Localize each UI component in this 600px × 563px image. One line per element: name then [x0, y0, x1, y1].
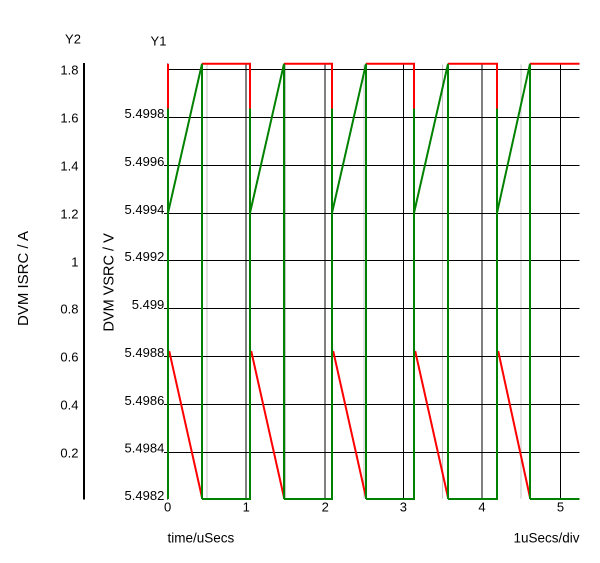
svg-text:5: 5 [557, 499, 564, 514]
svg-text:3: 3 [400, 499, 407, 514]
svg-text:5.4988: 5.4988 [125, 345, 165, 360]
svg-text:DVM ISRC / A: DVM ISRC / A [15, 231, 32, 326]
svg-text:2: 2 [322, 499, 329, 514]
svg-text:1uSecs/div: 1uSecs/div [513, 531, 579, 546]
svg-text:time/uSecs: time/uSecs [168, 531, 235, 546]
svg-text:5.4996: 5.4996 [125, 154, 165, 169]
svg-text:5.4986: 5.4986 [125, 393, 165, 408]
svg-text:0.2: 0.2 [60, 445, 78, 460]
svg-text:4: 4 [478, 499, 485, 514]
svg-text:0: 0 [164, 499, 171, 514]
svg-text:5.4992: 5.4992 [125, 249, 165, 264]
svg-text:5.499: 5.499 [132, 297, 165, 312]
svg-text:Y2: Y2 [65, 32, 81, 47]
svg-text:1.8: 1.8 [60, 62, 78, 77]
svg-text:5.4984: 5.4984 [125, 440, 165, 455]
svg-text:0.6: 0.6 [60, 349, 78, 364]
svg-text:5.4998: 5.4998 [125, 106, 165, 121]
svg-text:0.8: 0.8 [60, 301, 78, 316]
svg-text:5.4982: 5.4982 [125, 488, 165, 503]
svg-text:1.6: 1.6 [60, 110, 78, 125]
svg-text:DVM VSRC / V: DVM VSRC / V [102, 233, 118, 332]
svg-text:1.4: 1.4 [60, 158, 78, 173]
svg-text:5.4994: 5.4994 [125, 202, 165, 217]
svg-text:0.4: 0.4 [60, 397, 78, 412]
svg-text:Y1: Y1 [151, 33, 167, 48]
svg-text:1: 1 [243, 499, 250, 514]
svg-text:1: 1 [71, 254, 78, 269]
svg-text:1.2: 1.2 [60, 206, 78, 221]
